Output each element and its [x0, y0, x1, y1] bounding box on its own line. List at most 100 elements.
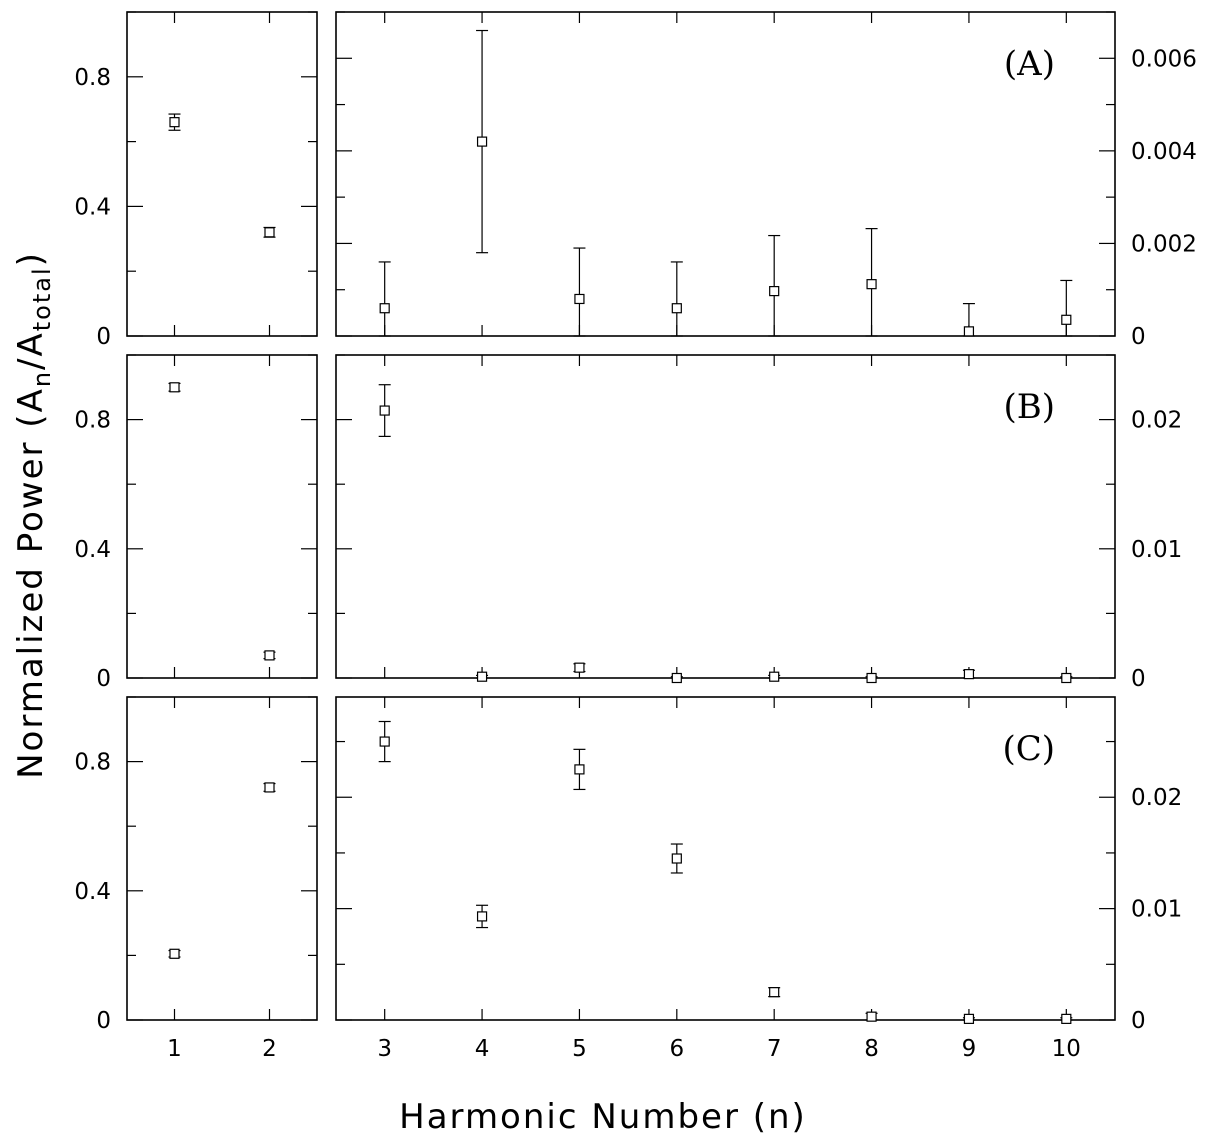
- panel-2-right-xtick-label-4: 7: [767, 1036, 782, 1062]
- panel-0-right-point-4: [768, 234, 781, 337]
- panel-2-right-ytick-label-0: 0: [1131, 1008, 1146, 1034]
- panel-1-right-marker-7: [1061, 672, 1072, 684]
- panel-1-right-marker-6: [963, 669, 975, 680]
- panel-0-right-point-6: [962, 303, 975, 337]
- panel-1-right-point-5: [865, 672, 878, 684]
- panel-2-left-ytick-label-2: 0.8: [74, 750, 111, 776]
- panel-0-right-ytick-label-3: 0.006: [1131, 46, 1197, 72]
- panel-1-left-marker-0: [169, 382, 180, 393]
- panel-0-left-point-1: [263, 226, 276, 238]
- panel-0-right-marker-1: [476, 136, 488, 147]
- svg-text:Normalized Power (An/Atotal): Normalized Power (An/Atotal): [11, 251, 56, 779]
- panel-0-left-frame: [126, 11, 318, 337]
- panel-2-label: (C): [1002, 729, 1055, 769]
- panel-0-right-marker-7: [1061, 314, 1072, 325]
- panel-1-right-point-6: [962, 669, 975, 680]
- panel-0-left-marker-0: [169, 117, 180, 128]
- panel-2-left-ytick-label-0: 0: [96, 1008, 111, 1034]
- panel-0-right-ytick-label-1: 0.002: [1131, 231, 1197, 257]
- panel-2-right-marker-4: [769, 987, 780, 998]
- panel-1-right-marker-5: [866, 672, 877, 684]
- panel-2-right-marker-6: [963, 1013, 975, 1024]
- panel-0-right-point-7: [1060, 279, 1073, 337]
- panel-2-right-ytick-label-2: 0.02: [1131, 785, 1182, 811]
- panel-1-left-ytick-label-0: 0: [96, 666, 111, 692]
- panel-0-right-point-3: [670, 261, 683, 337]
- panel-2-right-point-2: [573, 748, 586, 791]
- panel-0-right-marker-0: [379, 303, 390, 314]
- panel-0-right-point-1: [476, 29, 489, 254]
- panel-2-right-frame: [335, 696, 1116, 1021]
- panel-0-right-ytick-label-2: 0.004: [1131, 139, 1197, 165]
- panel-0-right-marker-2: [574, 293, 585, 305]
- y-axis-title: Normalized Power (An/Atotal): [11, 251, 56, 779]
- panels: 0 0.4 0.8 0 0.002 0.004 0.006 (A) 0 0.4 0.8 0 0.01 0.…: [74, 11, 1197, 1062]
- panel-2-left-xtick-label-0: 1: [167, 1036, 182, 1062]
- panel-0-right-marker-4: [769, 286, 780, 297]
- panel-2-right-point-7: [1060, 1013, 1073, 1024]
- panel-1-left-ytick-label-1: 0.4: [74, 537, 111, 563]
- panel-2-left-ytick-label-1: 0.4: [74, 879, 111, 905]
- y-axis-title-sub-total: total: [28, 266, 56, 331]
- panel-0-left-ytick-label-2: 0.8: [74, 65, 111, 91]
- panel-1-right-frame: [335, 354, 1116, 679]
- panel-0-left-point-0: [168, 113, 181, 131]
- y-axis-title-main: Normalized Power (A: [11, 387, 51, 779]
- panel-1-right-point-3: [670, 672, 683, 684]
- y-axis-title-mid: /A: [11, 331, 51, 370]
- panel-2-left-marker-0: [169, 948, 180, 959]
- panel-0-left-marker-1: [264, 227, 275, 238]
- panel-2: 0 0.4 0.8 1 2 0 0.01 0.02 3 4 5 6 7 8 9 10 (C): [74, 696, 1182, 1062]
- panel-1-right-ytick-label-0: 0: [1131, 666, 1146, 692]
- panel-0-left-ytick-label-0: 0: [96, 324, 111, 350]
- panel-2-left-marker-1: [264, 782, 275, 793]
- panel-2-right-point-0: [378, 720, 391, 763]
- panel-0-label: (A): [1004, 44, 1055, 84]
- panel-0-right-marker-6: [963, 326, 975, 337]
- panel-1-right-marker-3: [671, 672, 682, 684]
- panel-1-left-ytick-label-2: 0.8: [74, 408, 111, 434]
- y-axis-title-sub-n: n: [28, 370, 56, 387]
- panel-1-right-marker-1: [476, 671, 488, 682]
- panel-2-right-point-5: [865, 1011, 878, 1022]
- panel-1-right-marker-4: [769, 671, 780, 682]
- panel-1-right-ytick-label-1: 0.01: [1131, 537, 1182, 563]
- x-axis-title: Harmonic Number (n): [399, 1097, 807, 1136]
- panel-2-right-marker-0: [379, 736, 390, 747]
- panel-1-label: (B): [1003, 387, 1055, 427]
- panel-1-right-point-7: [1060, 672, 1073, 684]
- panel-2-right-marker-5: [866, 1011, 877, 1022]
- panel-2-left-frame: [126, 696, 318, 1021]
- panel-2-right-xtick-label-7: 10: [1052, 1036, 1081, 1062]
- panel-2-right-xtick-label-3: 6: [669, 1036, 684, 1062]
- panel-1-right-point-1: [476, 671, 489, 682]
- panel-2-left-point-1: [263, 782, 276, 793]
- panel-1-right-point-2: [573, 662, 586, 673]
- panel-2-right-marker-7: [1061, 1013, 1072, 1024]
- panel-2-right-ytick-label-1: 0.01: [1131, 897, 1182, 923]
- panel-0: 0 0.4 0.8 0 0.002 0.004 0.006 (A): [74, 11, 1197, 350]
- panel-2-right-point-1: [476, 904, 489, 929]
- panel-1-left-point-1: [263, 650, 276, 661]
- panel-1-left-point-0: [168, 382, 181, 393]
- panel-2-right-marker-1: [476, 911, 488, 922]
- panel-1: 0 0.4 0.8 0 0.01 0.02 (B): [74, 354, 1182, 692]
- panel-0-right-point-5: [865, 228, 878, 337]
- panel-1-right-ytick-label-2: 0.02: [1131, 408, 1182, 434]
- panel-2-right-xtick-label-5: 8: [864, 1036, 879, 1062]
- panel-1-right-marker-0: [379, 405, 390, 416]
- panel-2-right-xtick-label-0: 3: [377, 1036, 392, 1062]
- panel-1-left-marker-1: [264, 650, 275, 661]
- panel-0-right-marker-3: [671, 303, 682, 314]
- panel-2-right-xtick-label-6: 9: [962, 1036, 977, 1062]
- y-axis-title-end: ): [11, 251, 51, 266]
- panel-2-right-marker-3: [671, 853, 682, 864]
- panel-1-right-point-4: [768, 671, 781, 682]
- panel-0-right-point-2: [573, 247, 586, 337]
- panel-0-right-frame: [335, 11, 1116, 337]
- panel-1-left-frame: [126, 354, 318, 679]
- panel-1-right-point-0: [378, 384, 391, 437]
- panel-2-left-point-0: [168, 948, 181, 959]
- panel-1-right-marker-2: [574, 662, 585, 673]
